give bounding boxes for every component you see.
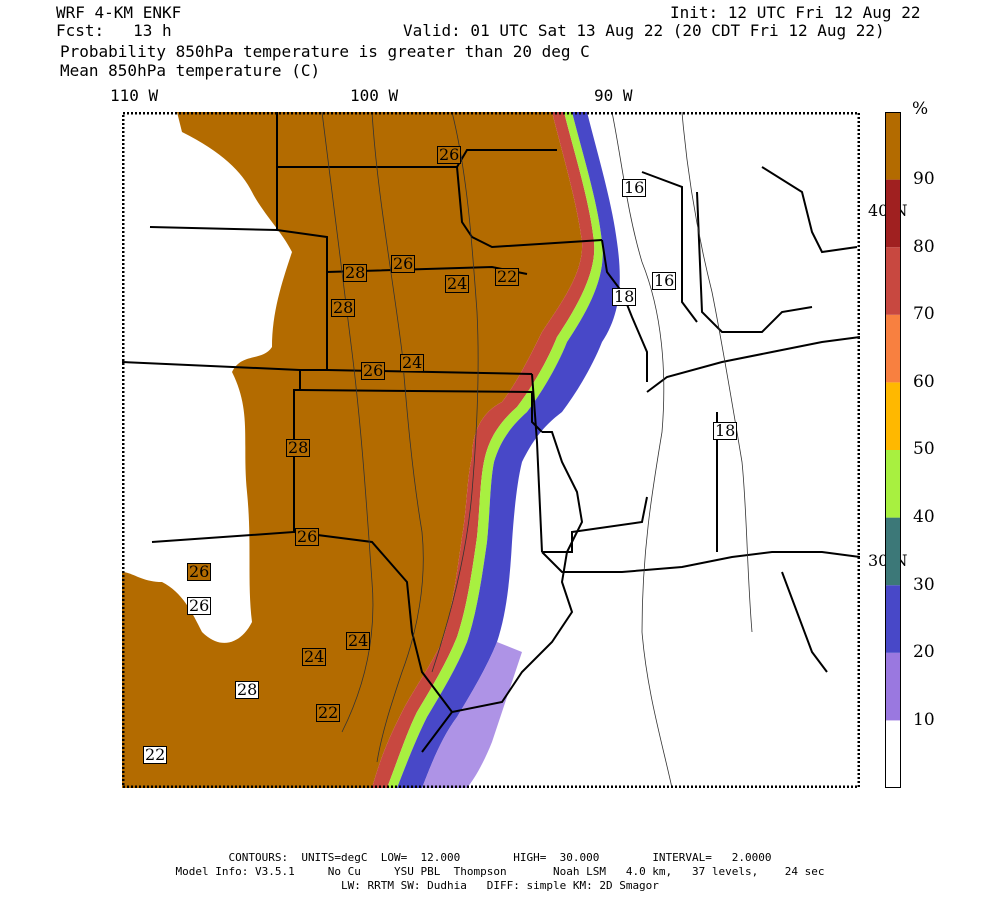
colorbar-swatch (885, 247, 901, 315)
colorbar-swatch (885, 112, 901, 180)
contour-label: 16 (652, 271, 677, 290)
prob-10-30-band (397, 112, 620, 788)
colorbar-tick: 80 (913, 237, 935, 257)
contour-label: 26 (437, 145, 462, 164)
prob-70-80-band (372, 112, 595, 788)
contour-label: 24 (346, 631, 371, 650)
colorbar (885, 112, 901, 788)
valid-time: Valid: 01 UTC Sat 13 Aug 22 (20 CDT Fri … (403, 21, 885, 40)
contour-label: 24 (400, 353, 425, 372)
contour-label: 28 (331, 298, 356, 317)
lon-label-110w: 110 W (110, 86, 159, 105)
colorbar-swatch (885, 450, 901, 518)
prob-40-60-band (387, 112, 603, 788)
colorbar-unit: % (912, 99, 929, 119)
colorbar-tick: 30 (913, 575, 935, 595)
colorbar-tick: 90 (913, 169, 935, 189)
contour-label: 24 (302, 647, 327, 666)
footer-contours: CONTOURS: UNITS=degC LOW= 12.000 HIGH= 3… (228, 851, 772, 864)
colorbar-swatch (885, 179, 901, 248)
colorbar-tick: 40 (913, 507, 935, 527)
lon-label-100w: 100 W (350, 86, 399, 105)
colorbar-swatch (885, 585, 901, 653)
contour-label: 26 (361, 361, 386, 380)
contour-label: 18 (713, 421, 738, 440)
colorbar-swatch (885, 720, 901, 788)
field-description: Probability 850hPa temperature is greate… (60, 42, 590, 61)
lon-label-90w: 90 W (594, 86, 633, 105)
contour-label: 28 (286, 438, 311, 457)
contour-label: 18 (612, 287, 637, 306)
contour-label: 28 (235, 680, 260, 699)
contour-label: 22 (316, 703, 341, 722)
contour-label: 28 (343, 263, 368, 282)
contour-label: 16 (622, 178, 647, 197)
colorbar-tick: 50 (913, 439, 935, 459)
model-title: WRF 4-KM ENKF (56, 3, 182, 22)
prob-10-fringe (422, 642, 522, 788)
colorbar-tick: 20 (913, 642, 935, 662)
probability-map (122, 112, 860, 788)
contour-label: 26 (187, 596, 212, 615)
contour-label: 26 (391, 254, 416, 273)
colorbar-swatch (885, 517, 901, 586)
colorbar-tick: 10 (913, 710, 935, 730)
colorbar-swatch (885, 652, 901, 721)
colorbar-swatch (885, 382, 901, 450)
footer-physics: LW: RRTM SW: Dudhia DIFF: simple KM: 2D … (341, 879, 659, 892)
footer-model-info: Model Info: V3.5.1 No Cu YSU PBL Thompso… (175, 865, 825, 878)
contour-description: Mean 850hPa temperature (C) (60, 61, 321, 80)
contour-label: 24 (445, 274, 470, 293)
colorbar-tick: 70 (913, 304, 935, 324)
colorbar-tick: 60 (913, 372, 935, 392)
colorbar-swatch (885, 314, 901, 383)
contour-label: 22 (143, 745, 168, 764)
contour-label: 26 (187, 562, 212, 581)
init-time: Init: 12 UTC Fri 12 Aug 22 (670, 3, 921, 22)
contour-label: 26 (295, 527, 320, 546)
forecast-hour: Fcst: 13 h (56, 21, 172, 40)
contour-label: 22 (495, 267, 520, 286)
